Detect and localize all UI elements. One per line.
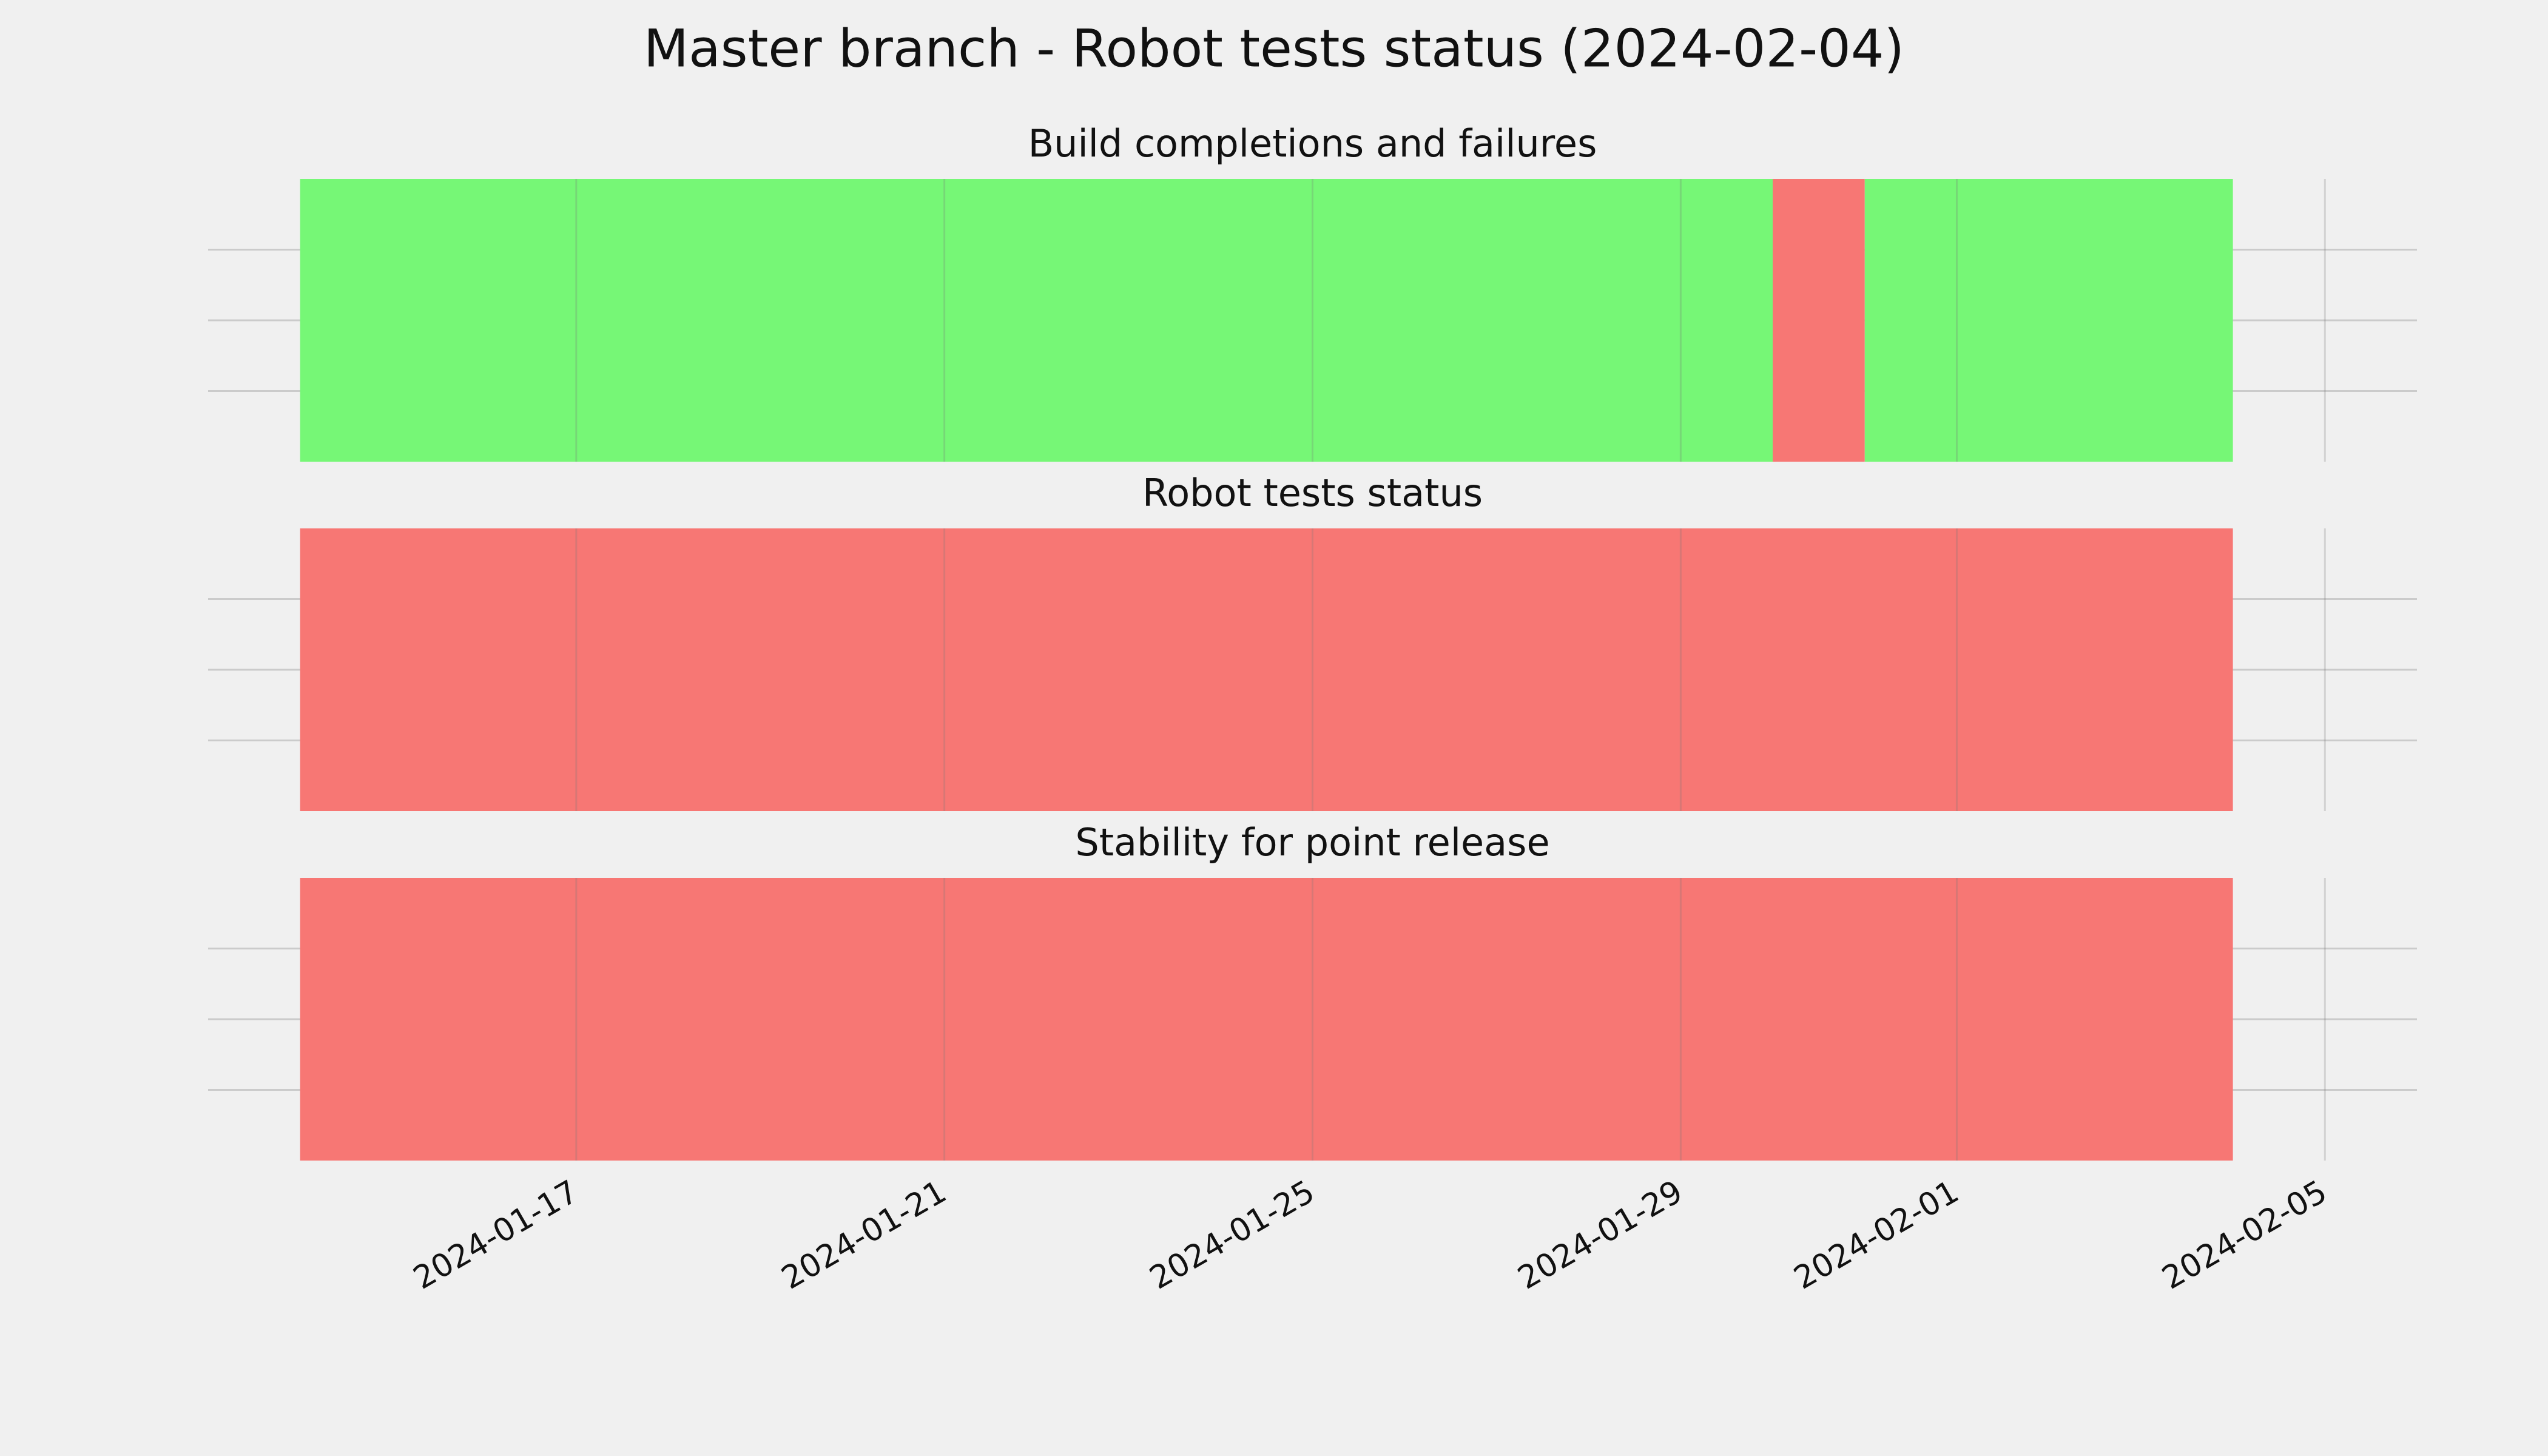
panel-title: Robot tests status <box>1142 471 1483 515</box>
status-segment <box>1864 179 2233 462</box>
figure-title: Master branch - Robot tests status (2024… <box>644 18 1904 79</box>
status-segment <box>300 179 1773 462</box>
status-segment <box>300 528 2233 811</box>
panel-title: Build completions and failures <box>1028 121 1597 166</box>
panel-title: Stability for point release <box>1075 820 1549 864</box>
status-segment <box>1773 179 1865 462</box>
status-segment <box>300 878 2233 1161</box>
